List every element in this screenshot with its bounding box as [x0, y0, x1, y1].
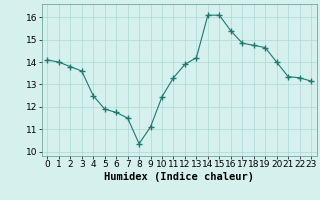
X-axis label: Humidex (Indice chaleur): Humidex (Indice chaleur): [104, 172, 254, 182]
